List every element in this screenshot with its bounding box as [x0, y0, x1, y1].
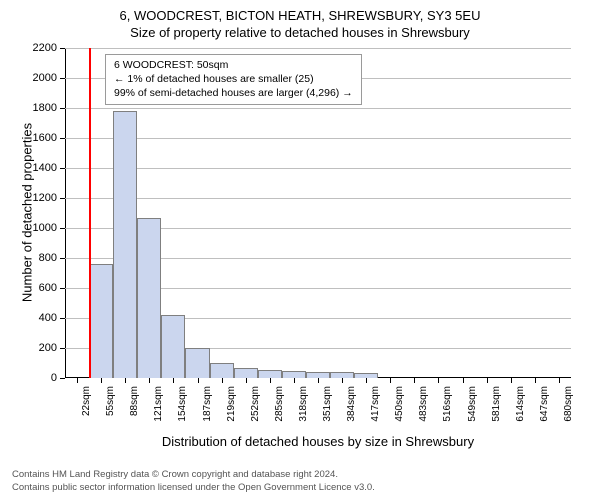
xtick-mark — [414, 378, 415, 383]
xtick-mark — [559, 378, 560, 383]
xtick-label: 680sqm — [563, 386, 574, 422]
xtick-label: 318sqm — [298, 386, 309, 422]
attribution-line: Contains HM Land Registry data © Crown c… — [12, 469, 375, 481]
ytick-label: 600 — [25, 282, 57, 294]
gridline — [65, 48, 571, 49]
xtick-label: 88sqm — [129, 386, 140, 416]
ytick-label: 800 — [25, 252, 57, 264]
xtick-mark — [77, 378, 78, 383]
ytick-label: 1600 — [25, 132, 57, 144]
xtick-mark — [342, 378, 343, 383]
xtick-mark — [125, 378, 126, 383]
legend-box: 6 WOODCREST: 50sqm ← 1% of detached hous… — [105, 54, 362, 105]
histogram-bar — [113, 111, 137, 378]
gridline — [65, 198, 571, 199]
ytick-mark — [60, 348, 65, 349]
histogram-bar — [137, 218, 161, 379]
ytick-mark — [60, 168, 65, 169]
xtick-label: 252sqm — [250, 386, 261, 422]
ytick-label: 400 — [25, 312, 57, 324]
gridline — [65, 108, 571, 109]
xtick-label: 647sqm — [539, 386, 550, 422]
ytick-mark — [60, 318, 65, 319]
ytick-mark — [60, 378, 65, 379]
gridline — [65, 138, 571, 139]
chart-container: { "titles": { "main": "6, WOODCREST, BIC… — [0, 0, 600, 500]
legend-line: ← 1% of detached houses are smaller (25) — [114, 72, 353, 86]
xtick-mark — [198, 378, 199, 383]
ytick-mark — [60, 288, 65, 289]
ytick-label: 2000 — [25, 72, 57, 84]
xtick-label: 187sqm — [202, 386, 213, 422]
xtick-label: 581sqm — [491, 386, 502, 422]
chart-title-sub: Size of property relative to detached ho… — [0, 23, 600, 40]
xtick-label: 219sqm — [226, 386, 237, 422]
xtick-mark — [294, 378, 295, 383]
ytick-label: 2200 — [25, 42, 57, 54]
ytick-mark — [60, 78, 65, 79]
xtick-mark — [318, 378, 319, 383]
xtick-label: 549sqm — [467, 386, 478, 422]
ytick-label: 1200 — [25, 192, 57, 204]
ytick-mark — [60, 228, 65, 229]
ytick-label: 1800 — [25, 102, 57, 114]
ytick-mark — [60, 198, 65, 199]
histogram-bar — [161, 315, 185, 378]
xtick-mark — [438, 378, 439, 383]
xtick-mark — [487, 378, 488, 383]
xtick-label: 516sqm — [442, 386, 453, 422]
xtick-mark — [101, 378, 102, 383]
xtick-mark — [463, 378, 464, 383]
xtick-mark — [149, 378, 150, 383]
xtick-mark — [246, 378, 247, 383]
xtick-label: 22sqm — [81, 386, 92, 416]
xtick-label: 121sqm — [153, 386, 164, 422]
attribution-line: Contains public sector information licen… — [12, 482, 375, 494]
histogram-bar — [185, 348, 209, 378]
histogram-bar — [210, 363, 234, 378]
xtick-label: 450sqm — [394, 386, 405, 422]
histogram-bar — [282, 371, 306, 379]
ytick-label: 200 — [25, 342, 57, 354]
ytick-label: 1400 — [25, 162, 57, 174]
y-axis-line — [65, 48, 66, 378]
ytick-label: 1000 — [25, 222, 57, 234]
xtick-label: 154sqm — [177, 386, 188, 422]
histogram-bar — [89, 264, 113, 378]
ytick-mark — [60, 108, 65, 109]
histogram-bar — [258, 370, 282, 378]
ytick-mark — [60, 48, 65, 49]
xtick-label: 483sqm — [418, 386, 429, 422]
xtick-label: 614sqm — [515, 386, 526, 422]
xtick-mark — [222, 378, 223, 383]
reference-line — [89, 48, 91, 378]
chart-title-main: 6, WOODCREST, BICTON HEATH, SHREWSBURY, … — [0, 0, 600, 23]
xtick-label: 417sqm — [370, 386, 381, 422]
xtick-label: 55sqm — [105, 386, 116, 416]
xtick-label: 384sqm — [346, 386, 357, 422]
xtick-mark — [390, 378, 391, 383]
ytick-mark — [60, 138, 65, 139]
ytick-mark — [60, 258, 65, 259]
gridline — [65, 168, 571, 169]
xtick-label: 285sqm — [274, 386, 285, 422]
xtick-mark — [535, 378, 536, 383]
xtick-mark — [511, 378, 512, 383]
legend-line: 6 WOODCREST: 50sqm — [114, 58, 353, 72]
xtick-mark — [173, 378, 174, 383]
xtick-mark — [270, 378, 271, 383]
attribution-text: Contains HM Land Registry data © Crown c… — [12, 469, 375, 494]
xtick-mark — [366, 378, 367, 383]
ytick-label: 0 — [25, 372, 57, 384]
histogram-bar — [234, 368, 258, 378]
x-axis-label: Distribution of detached houses by size … — [65, 434, 571, 449]
xtick-label: 351sqm — [322, 386, 333, 422]
legend-line: 99% of semi-detached houses are larger (… — [114, 86, 353, 100]
